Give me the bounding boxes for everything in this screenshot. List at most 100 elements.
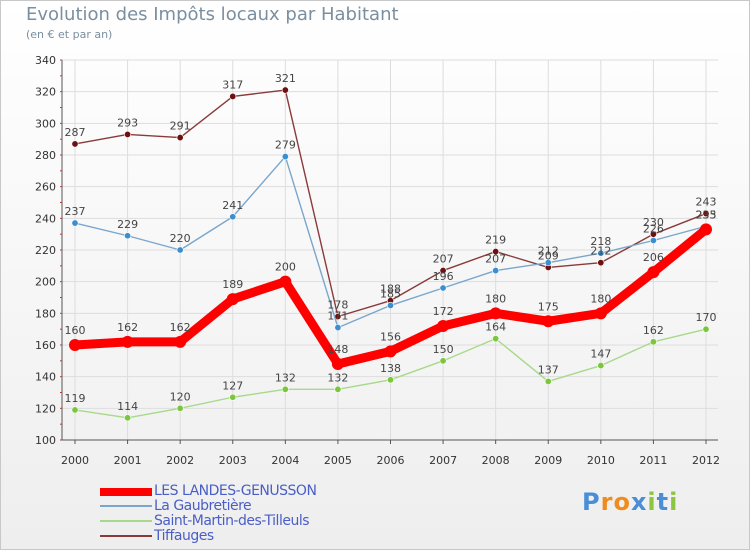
data-label: 132 <box>327 371 348 384</box>
data-point <box>649 338 657 346</box>
x-tick-label: 2001 <box>114 454 142 467</box>
data-label: 162 <box>117 321 138 334</box>
data-label: 209 <box>538 249 559 262</box>
data-point <box>492 335 500 343</box>
data-point <box>542 315 555 328</box>
data-label: 218 <box>590 235 611 248</box>
data-point <box>702 210 710 218</box>
x-tick-label: 2011 <box>639 454 667 467</box>
data-point <box>492 248 500 256</box>
y-tick-label: 300 <box>35 117 56 130</box>
x-tick-label: 2000 <box>61 454 89 467</box>
data-label: 293 <box>117 116 138 129</box>
data-label: 132 <box>275 371 296 384</box>
data-label: 226 <box>643 223 664 236</box>
data-label: 188 <box>380 283 401 296</box>
y-tick-label: 340 <box>35 54 56 67</box>
data-label: 172 <box>433 305 454 318</box>
data-label: 243 <box>696 196 717 209</box>
data-point <box>71 140 79 148</box>
y-tick-label: 200 <box>35 276 56 289</box>
x-tick-label: 2006 <box>377 454 405 467</box>
data-point <box>492 267 500 275</box>
data-label: 241 <box>222 199 243 212</box>
data-label: 119 <box>65 392 86 405</box>
data-point <box>597 362 605 370</box>
data-point <box>439 267 447 275</box>
data-point <box>649 237 657 245</box>
data-label: 127 <box>222 379 243 392</box>
data-label: 235 <box>696 208 717 221</box>
data-label: 229 <box>117 218 138 231</box>
data-label: 287 <box>65 126 86 139</box>
data-point <box>71 406 79 414</box>
data-label: 291 <box>170 120 191 133</box>
data-label: 171 <box>327 310 348 323</box>
y-tick-label: 280 <box>35 149 56 162</box>
data-point <box>281 153 289 161</box>
logo-letter: x <box>630 488 648 516</box>
data-point <box>334 324 342 332</box>
y-tick-label: 220 <box>35 244 56 257</box>
data-label: 162 <box>170 321 191 334</box>
data-point <box>597 259 605 267</box>
data-label: 230 <box>643 216 664 229</box>
data-label: 175 <box>538 300 559 313</box>
legend-swatch-la-gaubretiere <box>100 505 152 507</box>
data-point <box>176 246 184 254</box>
data-point <box>176 134 184 142</box>
logo-letter: o <box>613 488 631 516</box>
y-tick-label: 240 <box>35 212 56 225</box>
data-label: 156 <box>380 330 401 343</box>
data-point <box>439 357 447 365</box>
data-point <box>69 339 81 351</box>
data-point <box>229 393 237 401</box>
data-label: 164 <box>485 321 506 334</box>
data-label: 207 <box>485 253 506 266</box>
chart-title: Evolution des Impôts locaux par Habitant <box>26 4 399 25</box>
x-tick-label: 2004 <box>271 454 299 467</box>
data-point <box>544 259 552 267</box>
data-point <box>386 376 394 384</box>
logo-letter: P <box>582 488 601 516</box>
data-point <box>174 335 187 348</box>
data-point <box>439 284 447 292</box>
data-label: 212 <box>590 245 611 258</box>
data-point <box>489 307 502 320</box>
data-point <box>226 293 239 306</box>
logo-letter: i <box>647 488 657 516</box>
data-label: 196 <box>433 270 454 283</box>
data-label: 206 <box>643 251 664 264</box>
data-label: 200 <box>275 261 296 274</box>
data-point <box>121 335 134 348</box>
data-label: 162 <box>643 324 664 337</box>
x-tick-label: 2008 <box>482 454 510 467</box>
x-tick-label: 2012 <box>692 454 720 467</box>
data-point <box>437 320 450 332</box>
x-tick-label: 2010 <box>587 454 615 467</box>
data-label: 185 <box>380 287 401 300</box>
data-label: 220 <box>170 232 191 245</box>
data-label: 137 <box>538 363 559 376</box>
legend-swatch-les-landes-genusson <box>100 488 152 496</box>
proxiti-logo: Proxiti <box>582 488 678 516</box>
data-label: 178 <box>327 299 348 312</box>
data-point <box>124 232 132 240</box>
data-point <box>124 414 132 422</box>
data-point <box>384 345 397 358</box>
data-label: 180 <box>485 292 506 305</box>
data-point <box>229 92 237 100</box>
data-point <box>700 223 712 236</box>
x-tick-label: 2003 <box>219 454 247 467</box>
data-label: 114 <box>117 400 138 413</box>
data-label: 212 <box>538 245 559 258</box>
data-label: 170 <box>696 311 717 324</box>
data-label: 147 <box>590 348 611 361</box>
data-label: 237 <box>65 205 86 218</box>
data-point <box>702 325 710 333</box>
y-tick-label: 120 <box>35 402 56 415</box>
data-label: 120 <box>170 390 191 403</box>
logo-letter: i <box>669 488 679 516</box>
legend-label-la-gaubretiere: La Gaubretière <box>154 498 252 514</box>
